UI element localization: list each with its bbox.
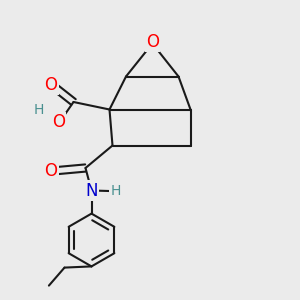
Text: H: H — [110, 184, 121, 198]
Text: O: O — [52, 113, 65, 131]
Text: O: O — [44, 76, 58, 94]
Text: O: O — [44, 162, 58, 180]
Text: O: O — [146, 33, 159, 51]
Text: H: H — [34, 103, 44, 116]
Text: N: N — [85, 182, 98, 200]
